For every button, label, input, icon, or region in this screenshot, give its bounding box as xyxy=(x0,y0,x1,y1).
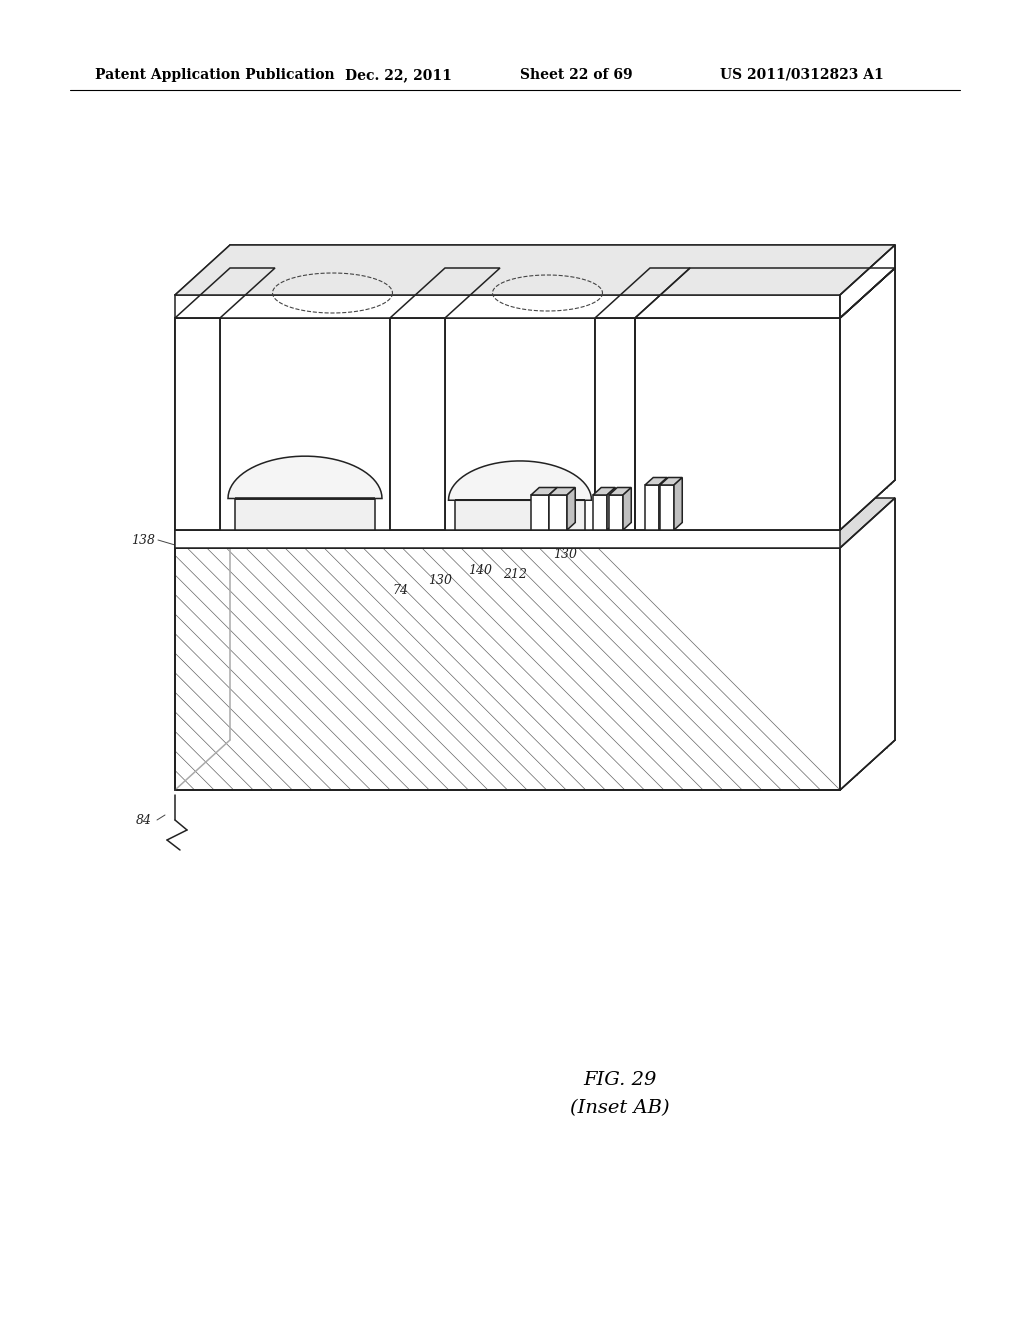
Polygon shape xyxy=(660,484,674,531)
Polygon shape xyxy=(635,318,840,531)
Polygon shape xyxy=(390,268,500,318)
Polygon shape xyxy=(660,478,682,484)
Text: 212: 212 xyxy=(503,569,527,582)
Polygon shape xyxy=(595,268,690,318)
Text: Dec. 22, 2011: Dec. 22, 2011 xyxy=(345,69,452,82)
Polygon shape xyxy=(175,246,895,294)
Polygon shape xyxy=(175,498,895,548)
Text: 72: 72 xyxy=(870,368,886,381)
Polygon shape xyxy=(623,487,631,531)
Text: 130: 130 xyxy=(553,549,577,561)
Text: 74: 74 xyxy=(392,583,408,597)
Text: 138: 138 xyxy=(131,533,155,546)
Polygon shape xyxy=(175,548,840,789)
Polygon shape xyxy=(645,484,659,531)
Text: 131: 131 xyxy=(633,539,657,552)
Text: FIG. 29: FIG. 29 xyxy=(584,1071,656,1089)
Polygon shape xyxy=(593,495,607,531)
Text: 80: 80 xyxy=(870,322,886,334)
Polygon shape xyxy=(659,478,668,531)
Polygon shape xyxy=(607,487,615,531)
Text: 78: 78 xyxy=(870,301,886,314)
Polygon shape xyxy=(609,487,631,495)
Polygon shape xyxy=(220,318,390,531)
Polygon shape xyxy=(455,500,585,531)
Text: 122: 122 xyxy=(238,393,262,407)
Text: Sheet 22 of 69: Sheet 22 of 69 xyxy=(520,69,633,82)
Polygon shape xyxy=(175,294,840,318)
Polygon shape xyxy=(567,487,575,531)
Polygon shape xyxy=(449,461,592,500)
Polygon shape xyxy=(549,487,557,531)
Polygon shape xyxy=(445,318,595,531)
Polygon shape xyxy=(549,487,575,495)
Polygon shape xyxy=(549,495,567,531)
Text: 122: 122 xyxy=(368,348,392,362)
Text: ~62~: ~62~ xyxy=(502,469,539,482)
Polygon shape xyxy=(234,499,375,531)
Text: (Inset AB): (Inset AB) xyxy=(570,1100,670,1117)
Text: 100: 100 xyxy=(870,337,894,350)
Polygon shape xyxy=(175,268,275,318)
Polygon shape xyxy=(228,457,382,499)
Polygon shape xyxy=(390,318,445,531)
Text: 86: 86 xyxy=(870,351,886,364)
Polygon shape xyxy=(645,478,668,484)
Polygon shape xyxy=(840,498,895,789)
Polygon shape xyxy=(175,531,840,548)
Polygon shape xyxy=(593,487,615,495)
Text: US 2011/0312823 A1: US 2011/0312823 A1 xyxy=(720,69,884,82)
Polygon shape xyxy=(635,268,895,318)
Polygon shape xyxy=(175,268,895,318)
Polygon shape xyxy=(674,478,682,531)
Polygon shape xyxy=(609,495,623,531)
Polygon shape xyxy=(175,480,895,531)
Polygon shape xyxy=(531,487,557,495)
Polygon shape xyxy=(840,246,895,318)
Polygon shape xyxy=(175,318,220,531)
Polygon shape xyxy=(531,495,549,531)
Text: 84: 84 xyxy=(136,813,152,826)
Text: ~60~: ~60~ xyxy=(287,488,324,502)
Text: Patent Application Publication: Patent Application Publication xyxy=(95,69,335,82)
Text: 140: 140 xyxy=(468,564,492,577)
Polygon shape xyxy=(595,318,635,531)
Text: 82: 82 xyxy=(870,279,886,292)
Polygon shape xyxy=(840,268,895,531)
Text: 130: 130 xyxy=(428,573,452,586)
